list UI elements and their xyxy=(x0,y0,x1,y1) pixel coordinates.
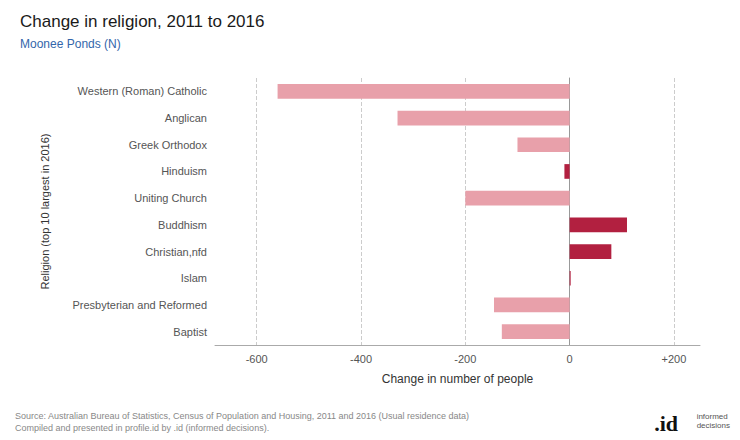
svg-text:Christian,nfd: Christian,nfd xyxy=(145,246,207,258)
svg-text:Change in number of people: Change in number of people xyxy=(382,372,534,386)
svg-text:Greek Orthodox: Greek Orthodox xyxy=(129,139,208,151)
svg-text:Moonee Ponds (N): Moonee Ponds (N) xyxy=(20,37,121,51)
svg-text:decisions: decisions xyxy=(697,421,730,430)
svg-text:-600: -600 xyxy=(246,353,268,365)
svg-text:-400: -400 xyxy=(350,353,372,365)
svg-text:Anglican: Anglican xyxy=(165,112,207,124)
svg-text:Baptist: Baptist xyxy=(173,326,207,338)
svg-text:Change in religion, 2011 to 20: Change in religion, 2011 to 2016 xyxy=(20,12,264,31)
svg-text:Presbyterian and Reformed: Presbyterian and Reformed xyxy=(72,299,207,311)
svg-text:informed: informed xyxy=(697,412,728,421)
svg-text:Source: Australian Bureau of S: Source: Australian Bureau of Statistics,… xyxy=(15,411,469,421)
svg-text:Buddhism: Buddhism xyxy=(158,219,207,231)
svg-text:Compiled and presented in prof: Compiled and presented in profile.id by … xyxy=(15,423,269,433)
svg-text:Uniting Church: Uniting Church xyxy=(134,192,207,204)
svg-text:-200: -200 xyxy=(454,353,476,365)
svg-text:Islam: Islam xyxy=(181,272,207,284)
svg-text:Religion (top 10 largest in 20: Religion (top 10 largest in 2016) xyxy=(39,134,51,290)
svg-text:+200: +200 xyxy=(662,353,687,365)
svg-text:Western (Roman) Catholic: Western (Roman) Catholic xyxy=(78,85,208,97)
svg-text:.id: .id xyxy=(654,411,678,436)
svg-text:0: 0 xyxy=(567,353,573,365)
svg-text:Hinduism: Hinduism xyxy=(161,165,207,177)
